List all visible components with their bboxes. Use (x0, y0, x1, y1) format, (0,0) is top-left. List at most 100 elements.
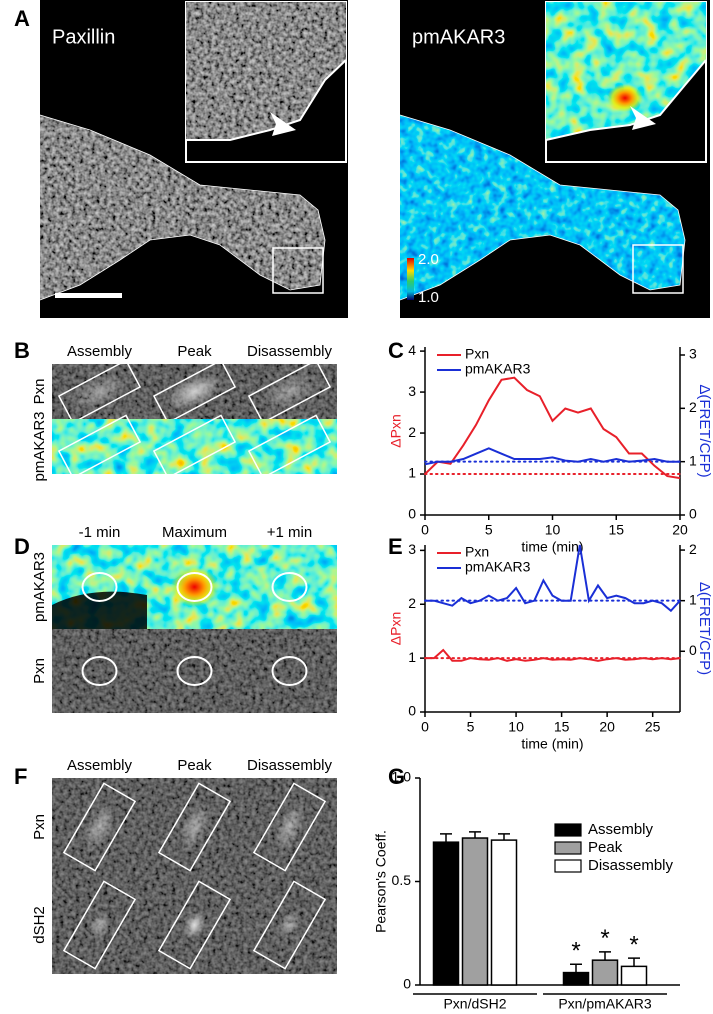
y2-axis-title: Δ(FRET/CFP) (696, 582, 713, 675)
significance-marker: * (629, 931, 638, 958)
y2-tick-label: 0 (689, 506, 697, 522)
y-tick-label: 0.5 (392, 872, 412, 888)
y-tick-label: 1.0 (392, 769, 412, 785)
column-label: Disassembly (247, 757, 333, 774)
y-axis-title: ΔPxn (388, 414, 404, 447)
roi-box (252, 782, 327, 872)
tile-image (147, 629, 242, 713)
roi-box (152, 414, 237, 479)
bar (591, 959, 619, 986)
error-bar (498, 833, 510, 841)
row-label: pmAKAR3 (31, 552, 48, 622)
y-tick-label: 4 (408, 342, 416, 358)
legend-label: pmAKAR3 (465, 559, 531, 575)
bar (562, 971, 590, 986)
y2-tick-label: 1 (689, 452, 697, 468)
line-series (425, 648, 681, 662)
error-bar (440, 833, 452, 843)
legend-label: Peak (588, 839, 623, 856)
x-tick-label: 25 (645, 719, 661, 735)
legend-label: Assembly (588, 821, 654, 838)
panel-label: D (14, 534, 30, 559)
x-tick-label: 15 (554, 719, 570, 735)
adhesion (278, 911, 301, 939)
arrowhead (630, 106, 656, 130)
adhesion (71, 373, 128, 410)
error-bar (628, 957, 640, 967)
colorbar-label: 1.0 (418, 289, 439, 306)
roi-box (247, 414, 332, 479)
y2-axis-title: Δ(FRET/CFP) (696, 384, 713, 477)
y-tick-label: 3 (408, 383, 416, 399)
x-tick-label: 0 (421, 719, 429, 735)
bar (490, 839, 518, 986)
y2-tick-label: 2 (689, 541, 697, 557)
adhesion (274, 802, 305, 852)
roi-box (157, 782, 232, 872)
panel-label: B (14, 338, 30, 363)
image-label: pmAKAR3 (412, 26, 505, 48)
roi-box (62, 782, 137, 872)
y-tick-label: 1 (408, 465, 416, 481)
roi-box (62, 880, 137, 970)
column-label: Assembly (67, 757, 133, 774)
column-label: Maximum (162, 524, 227, 541)
row-label: pmAKAR3 (31, 411, 48, 481)
row-label: Pxn (31, 379, 48, 405)
bar (432, 841, 460, 986)
line-series (424, 447, 680, 466)
legend-label: Disassembly (588, 857, 674, 874)
row-label: Pxn (31, 658, 48, 684)
x-tick-label: 20 (672, 522, 688, 538)
error-bar (469, 831, 481, 839)
y-tick-label: 1 (408, 649, 416, 665)
panel-label: C (388, 338, 404, 363)
colorbar-label: 2.0 (418, 251, 439, 268)
roi-circle (271, 572, 308, 602)
adhesion (183, 911, 206, 939)
x-tick-label: 10 (545, 522, 561, 538)
roi-box (272, 247, 324, 294)
roi-box (157, 880, 232, 970)
panel-a-images: Paxillin 2.0 1.0 pmAKAR3 (39, 0, 710, 318)
colorbar (407, 258, 414, 300)
hotspot (607, 84, 643, 112)
legend-swatch (554, 859, 582, 873)
roi-circle (271, 656, 308, 686)
y-tick-label: 2 (408, 595, 416, 611)
y-tick-label: 3 (408, 541, 416, 557)
x-tick-label: 20 (599, 719, 615, 735)
significance-marker: * (571, 938, 580, 965)
column-label: Peak (177, 343, 212, 360)
line-series (425, 544, 681, 613)
y-tick-label: 0 (408, 703, 416, 719)
image-label: Paxillin (52, 26, 115, 48)
significance-marker: * (600, 925, 609, 952)
row-label: Pxn (31, 814, 48, 840)
y2-tick-label: 2 (689, 399, 697, 415)
roi-box (632, 244, 684, 294)
dark-region (52, 591, 147, 629)
panel-label: F (14, 764, 27, 789)
arrowhead (270, 112, 296, 136)
legend-label: pmAKAR3 (465, 361, 531, 377)
y2-tick-label: 3 (689, 346, 697, 362)
column-label: Peak (177, 757, 212, 774)
error-bar (570, 963, 582, 973)
legend-label: Pxn (465, 346, 489, 362)
roi-circle (176, 572, 213, 602)
y-tick-label: 2 (408, 424, 416, 440)
column-label: Disassembly (247, 343, 333, 360)
column-label: +1 min (267, 524, 312, 541)
panel-label: E (388, 534, 403, 559)
x-tick-label: Pxn/pmAKAR3 (558, 996, 652, 1012)
y-axis-title: ΔPxn (388, 612, 404, 645)
roi-circle (176, 656, 213, 686)
roi-circle (81, 572, 118, 602)
panel-labels: A B C D E F G (14, 6, 405, 789)
cell-outline (39, 114, 326, 301)
roi-box (57, 414, 142, 479)
panel-label: A (14, 6, 30, 31)
adhesion (84, 802, 115, 852)
